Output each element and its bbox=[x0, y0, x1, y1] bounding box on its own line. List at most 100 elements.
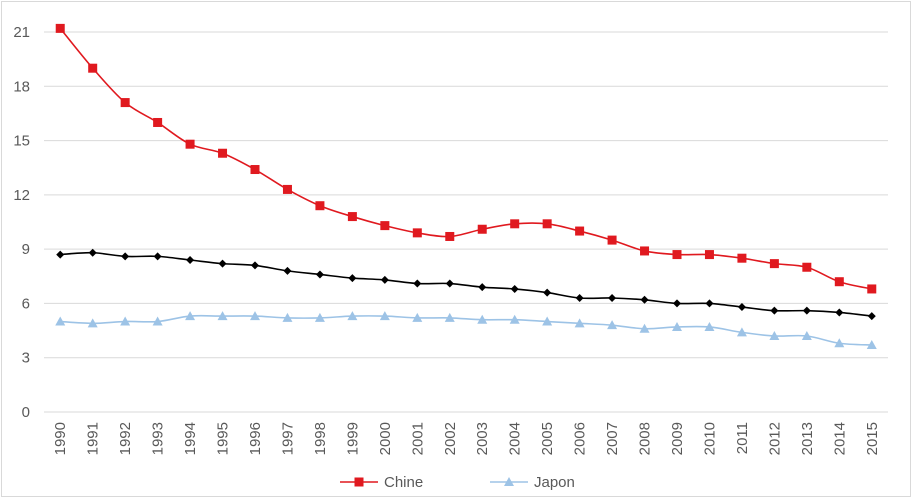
x-tick-label: 1998 bbox=[312, 422, 329, 455]
legend-marker-japon bbox=[504, 477, 514, 486]
data-point-chine bbox=[120, 98, 130, 108]
data-point-japon bbox=[379, 311, 390, 321]
data-point-japon bbox=[55, 316, 66, 326]
legend-label-japon: Japon bbox=[534, 474, 575, 491]
data-point-chine bbox=[315, 201, 325, 211]
data-point-chine bbox=[867, 284, 877, 294]
data-point-chine bbox=[737, 253, 747, 263]
data-point-chine bbox=[704, 250, 714, 260]
y-tick-label: 3 bbox=[22, 350, 30, 367]
x-tick-label: 2010 bbox=[701, 422, 718, 455]
data-point-chine bbox=[575, 226, 585, 236]
data-point-unnamed bbox=[867, 312, 876, 321]
y-tick-label: 12 bbox=[13, 187, 30, 204]
data-point-unnamed bbox=[56, 250, 65, 259]
x-tick-label: 2012 bbox=[766, 422, 783, 455]
data-point-chine bbox=[834, 277, 844, 287]
data-point-japon bbox=[250, 311, 260, 321]
data-point-japon bbox=[347, 311, 358, 321]
x-tick-label: 1994 bbox=[182, 422, 199, 455]
data-point-unnamed bbox=[737, 303, 746, 312]
data-point-unnamed bbox=[802, 306, 811, 315]
data-point-chine bbox=[185, 139, 195, 149]
x-tick-label: 1997 bbox=[279, 422, 296, 455]
data-point-chine bbox=[542, 219, 552, 229]
gridlines bbox=[44, 31, 888, 413]
data-point-unnamed bbox=[251, 261, 259, 270]
data-point-chine bbox=[218, 148, 228, 158]
data-point-chine bbox=[802, 262, 812, 272]
data-point-japon bbox=[672, 321, 682, 331]
x-tick-label: 2005 bbox=[539, 422, 556, 455]
data-point-japon bbox=[314, 312, 325, 322]
data-point-unnamed bbox=[543, 288, 552, 297]
data-point-unnamed bbox=[413, 279, 422, 288]
data-point-chine bbox=[445, 231, 455, 241]
x-tick-label: 2007 bbox=[604, 422, 621, 455]
data-point-japon bbox=[87, 318, 98, 328]
x-tick-label: 2008 bbox=[637, 422, 654, 455]
series-chine bbox=[55, 23, 877, 294]
x-tick-label: 2011 bbox=[734, 422, 751, 454]
data-point-unnamed bbox=[218, 259, 227, 268]
data-point-chine bbox=[153, 117, 163, 127]
x-tick-label: 2001 bbox=[409, 422, 426, 455]
legend-item-chine: Chine bbox=[340, 474, 423, 491]
data-point-unnamed bbox=[315, 270, 324, 279]
data-point-chine bbox=[347, 212, 357, 222]
data-point-chine bbox=[250, 165, 260, 175]
y-tick-label: 0 bbox=[22, 404, 30, 421]
data-point-unnamed bbox=[705, 299, 714, 308]
x-tick-label: 2002 bbox=[442, 422, 459, 455]
legend-item-japon: Japon bbox=[490, 474, 575, 491]
series-line-chine bbox=[59, 27, 872, 290]
legend: Chine Japon bbox=[340, 474, 575, 491]
data-point-japon bbox=[217, 311, 228, 321]
x-axis-ticks: 1990 1991 1992 1993 1994 1995 1996 1997 1998 1999… bbox=[52, 422, 881, 455]
data-point-japon bbox=[607, 320, 618, 330]
data-point-chine bbox=[640, 246, 650, 256]
y-tick-label: 18 bbox=[13, 78, 30, 95]
y-tick-label: 21 bbox=[13, 24, 30, 41]
data-point-japon bbox=[412, 312, 423, 322]
data-point-unnamed bbox=[770, 306, 779, 315]
series-unnamed bbox=[56, 248, 876, 321]
x-tick-label: 1990 bbox=[52, 422, 69, 455]
data-point-japon bbox=[152, 316, 163, 326]
data-point-japon bbox=[866, 340, 877, 350]
data-point-unnamed bbox=[88, 248, 97, 257]
data-point-japon bbox=[801, 331, 812, 340]
y-tick-label: 15 bbox=[13, 133, 30, 150]
x-tick-label: 2004 bbox=[507, 422, 524, 455]
y-tick-label: 6 bbox=[22, 295, 30, 312]
x-tick-label: 1992 bbox=[117, 422, 134, 455]
data-point-unnamed bbox=[153, 252, 162, 261]
data-point-unnamed bbox=[283, 266, 292, 275]
data-point-chine bbox=[769, 259, 779, 269]
series-group bbox=[55, 23, 877, 350]
legend-label-chine: Chine bbox=[384, 474, 423, 491]
data-point-chine bbox=[88, 63, 98, 73]
data-point-japon bbox=[542, 316, 553, 326]
data-point-unnamed bbox=[575, 294, 584, 302]
data-point-japon bbox=[574, 318, 585, 328]
x-tick-label: 2003 bbox=[474, 422, 491, 455]
data-point-japon bbox=[769, 331, 780, 340]
data-point-japon bbox=[834, 338, 845, 348]
x-tick-label: 2006 bbox=[572, 422, 589, 455]
x-tick-label: 2015 bbox=[864, 422, 881, 455]
data-point-japon bbox=[477, 314, 488, 324]
series-japon bbox=[55, 311, 877, 350]
data-point-unnamed bbox=[640, 295, 649, 304]
data-point-chine bbox=[477, 224, 487, 234]
data-point-japon bbox=[509, 314, 520, 324]
data-point-chine bbox=[55, 23, 65, 33]
x-tick-label: 1995 bbox=[215, 422, 232, 455]
data-point-chine bbox=[510, 219, 520, 229]
series-line-unnamed bbox=[60, 251, 872, 317]
x-tick-label: 2013 bbox=[799, 422, 816, 455]
data-point-unnamed bbox=[510, 284, 519, 293]
data-point-unnamed bbox=[380, 275, 389, 284]
data-point-chine bbox=[672, 250, 682, 260]
data-point-japon bbox=[185, 311, 196, 321]
